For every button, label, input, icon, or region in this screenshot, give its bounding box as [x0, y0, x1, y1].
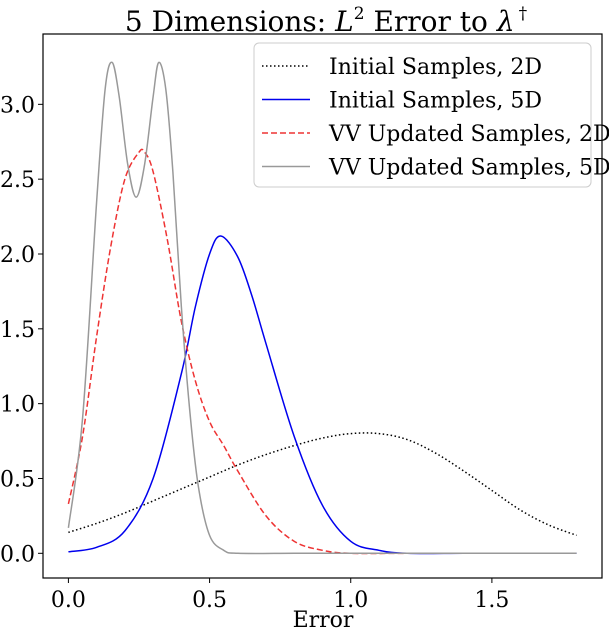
series-line-2 [68, 235, 577, 555]
series-layer [67, 61, 577, 555]
y-tick-label: 2.0 [0, 243, 35, 268]
y-tick-label: 1.5 [0, 318, 35, 343]
y-tick-label: 3.0 [0, 93, 35, 118]
title-math-l: L [334, 5, 354, 38]
x-axis: 0.0 0.5 1.0 1.5 [51, 578, 509, 613]
legend-label-4: VV Updated Samples, 5D [328, 156, 609, 181]
series-line-1 [68, 432, 577, 537]
title-math-sup: 2 [354, 4, 365, 24]
y-axis: 0.0 0.5 1.0 1.5 2.0 2.5 3.0 [0, 93, 43, 567]
x-axis-label: Error [293, 608, 354, 633]
title-dagger: † [519, 4, 528, 24]
plot-area-frame [42, 33, 603, 579]
series-line-4 [67, 61, 577, 555]
series-line-3 [67, 148, 577, 555]
title-lambda: λ [496, 5, 515, 38]
x-tick-label: 1.0 [333, 588, 368, 613]
y-tick-label: 1.0 [0, 393, 35, 418]
y-tick-label: 0.5 [0, 467, 35, 492]
x-tick-label: 0.0 [51, 588, 86, 613]
chart-title: 5 Dimensions: L2 Error to λ † [125, 4, 528, 38]
y-tick-label: 2.5 [0, 168, 35, 193]
y-tick-label: 0.0 [0, 542, 35, 567]
legend-label-1: Initial Samples, 2D [329, 55, 542, 80]
x-tick-label: 0.5 [192, 588, 227, 613]
title-prefix: 5 Dimensions: [125, 5, 335, 38]
legend: Initial Samples, 2D Initial Samples, 5D VV… [253, 42, 609, 188]
legend-box [253, 42, 592, 188]
x-tick-label: 1.5 [474, 588, 509, 613]
legend-label-2: Initial Samples, 5D [329, 89, 542, 114]
legend-label-3: VV Updated Samples, 2D [328, 122, 609, 147]
title-middle: Error to [365, 5, 497, 38]
